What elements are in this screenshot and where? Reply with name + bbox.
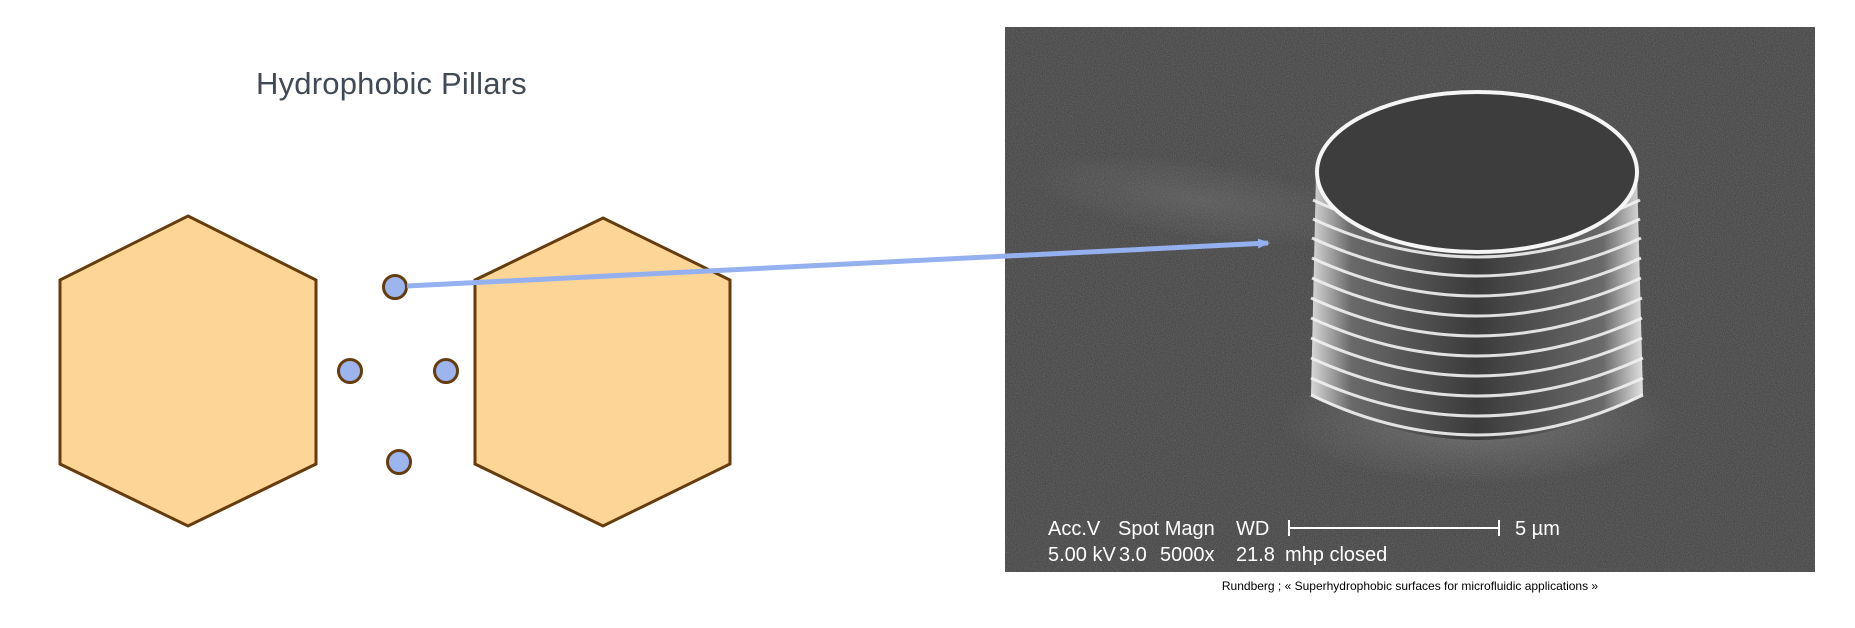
pillar-circle-top	[382, 274, 408, 300]
sem-label-scale: 5 µm	[1515, 518, 1560, 540]
pillar-circle-left	[337, 358, 363, 384]
sem-label-acc-v: Acc.V	[1048, 518, 1101, 540]
sem-value-spot: 3.0	[1119, 544, 1147, 566]
pillar-circle-right	[433, 358, 459, 384]
sem-micrograph: Acc.V Spot Magn WD 5 µm 5.00 kV 3.0 5000…	[1005, 27, 1815, 572]
sem-value-voltage: 5.00 kV	[1048, 544, 1116, 566]
hexagon-left	[58, 214, 318, 528]
sem-value-sample: mhp closed	[1285, 544, 1387, 566]
sem-value-magnification: 5000x	[1160, 544, 1215, 566]
pointer-arrow	[406, 238, 1270, 289]
sem-label-wd: WD	[1236, 518, 1269, 540]
sem-value-working-distance: 21.8	[1236, 544, 1275, 566]
sem-label-spot-magn: Spot Magn	[1118, 518, 1215, 540]
slide-title: Hydrophobic Pillars	[256, 66, 527, 101]
scale-bar	[1288, 520, 1500, 536]
hexagon-right	[473, 216, 732, 528]
micro-pillar	[1310, 90, 1644, 440]
pillar-circle-bottom	[386, 449, 412, 475]
image-caption: Rundberg ; « Superhydrophobic surfaces f…	[1221, 579, 1599, 593]
